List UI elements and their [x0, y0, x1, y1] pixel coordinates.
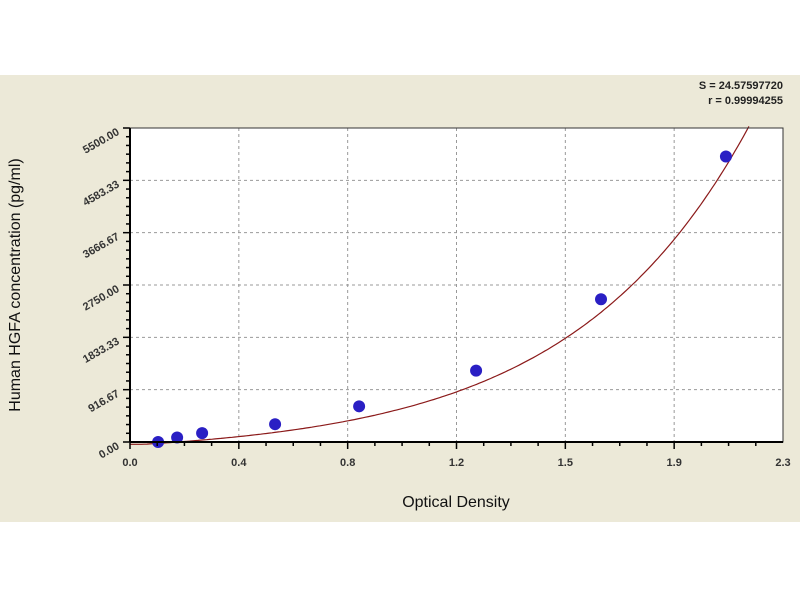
data-point	[595, 293, 608, 306]
grid	[130, 128, 783, 442]
y-tick-label: 2750.00	[81, 283, 121, 313]
data-point	[719, 150, 732, 163]
x-tick-label: 1.9	[667, 457, 682, 469]
y-tick-label: 3666.67	[81, 231, 121, 261]
data-point	[269, 418, 282, 431]
y-tick-label: 1833.33	[81, 336, 121, 366]
x-tick-label: 0.4	[231, 457, 247, 469]
x-tick-label: 1.5	[558, 457, 573, 469]
data-point	[470, 364, 483, 377]
x-tick-label: 2.3	[775, 457, 790, 469]
data-point	[171, 431, 184, 444]
y-tick-label: 4583.33	[81, 179, 121, 209]
axes	[123, 127, 784, 449]
fit-curve	[130, 126, 750, 445]
stat-s: S = 24.57597720	[699, 80, 783, 92]
x-axis-label: Optical Density	[402, 494, 510, 511]
x-tick-label: 0.8	[340, 457, 355, 469]
x-tick-label: 1.2	[449, 457, 464, 469]
y-tick-label: 0.00	[97, 440, 122, 461]
y-axis-label: Human HGFA concentration (pg/ml)	[7, 158, 24, 411]
stat-r: r = 0.99994255	[708, 95, 783, 107]
data-point	[196, 427, 209, 440]
data-point	[353, 400, 366, 413]
y-tick-label: 916.67	[86, 388, 121, 415]
data-points	[152, 150, 732, 448]
x-tick-label: 0.0	[122, 457, 137, 469]
y-tick-label: 5500.00	[81, 126, 121, 156]
